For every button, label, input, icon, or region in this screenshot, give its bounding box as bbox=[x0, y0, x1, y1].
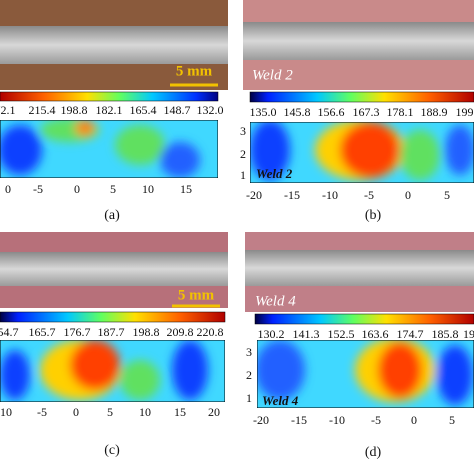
x-tick-label: 5 bbox=[444, 188, 450, 202]
weld-label: Weld 4 bbox=[255, 293, 296, 309]
x-tick-label: -10 bbox=[329, 413, 345, 427]
x-tick-label: 20 bbox=[208, 405, 220, 419]
y-tick-label: 1 bbox=[246, 391, 252, 405]
colorbar-label: 209.8 bbox=[167, 325, 194, 339]
contour-map bbox=[250, 122, 474, 183]
weld-label: Weld 4 bbox=[262, 393, 299, 408]
x-tick-label: 5 bbox=[110, 182, 116, 196]
caption: (d) bbox=[365, 445, 382, 460]
x-tick-label: 15 bbox=[180, 182, 192, 196]
weld-label: Weld 2 bbox=[252, 67, 293, 83]
colorbar-label: 198.8 bbox=[61, 103, 88, 117]
y-tick-label: 3 bbox=[240, 124, 246, 138]
colorbar-label: 187.7 bbox=[98, 325, 125, 339]
colorbar-label: 148.7 bbox=[164, 103, 191, 117]
photo-b bbox=[243, 0, 474, 90]
colorbar-label: 220.8 bbox=[197, 325, 224, 339]
x-tick-label: -20 bbox=[246, 188, 262, 202]
x-tick-label: -5 bbox=[371, 413, 381, 427]
colorbar-label: 141.3 bbox=[293, 327, 320, 341]
scale-bar-label: 5 mm bbox=[178, 287, 215, 303]
contour-map bbox=[257, 340, 474, 408]
colorbar-label: 174.7 bbox=[397, 327, 424, 341]
colorbar-label: 152.5 bbox=[328, 327, 355, 341]
colorbar-label: 215.4 bbox=[29, 103, 56, 117]
x-tick-label: -20 bbox=[253, 413, 269, 427]
colorbar bbox=[254, 313, 474, 325]
colorbar-label: 72.1 bbox=[0, 103, 16, 117]
colorbar-label: 145.8 bbox=[284, 105, 311, 119]
colorbar-label: 165.4 bbox=[130, 103, 157, 117]
weld-label: Weld 2 bbox=[256, 166, 293, 181]
colorbar-label: 130.2 bbox=[258, 327, 285, 341]
photo-d bbox=[245, 232, 474, 312]
colorbar-label: 182.1 bbox=[96, 103, 123, 117]
x-tick-label: -5 bbox=[364, 188, 374, 202]
colorbar-label: 188.9 bbox=[421, 105, 448, 119]
colorbar-label: 165.7 bbox=[29, 325, 56, 339]
x-tick-label: 15 bbox=[174, 405, 186, 419]
x-tick-label: -10 bbox=[322, 188, 338, 202]
colorbar-label: 135.0 bbox=[250, 105, 277, 119]
x-tick-label: 0 bbox=[5, 182, 11, 196]
contour-map bbox=[0, 340, 225, 402]
colorbar-label: 198.8 bbox=[133, 325, 160, 339]
x-tick-label: 10 bbox=[142, 182, 154, 196]
y-tick-label: 1 bbox=[240, 168, 246, 182]
contour-map bbox=[0, 120, 218, 178]
x-tick-label: 0 bbox=[74, 182, 80, 196]
x-tick-label: 10 bbox=[0, 405, 12, 419]
y-tick-label: 2 bbox=[246, 368, 252, 382]
colorbar-label: 156.6 bbox=[318, 105, 345, 119]
colorbar bbox=[0, 91, 219, 102]
colorbar-label: 185.8 bbox=[432, 327, 459, 341]
colorbar-label: 132.0 bbox=[197, 103, 224, 117]
colorbar bbox=[249, 91, 474, 103]
colorbar-label: 167.3 bbox=[353, 105, 380, 119]
caption: (c) bbox=[104, 443, 120, 458]
x-tick-label: 0 bbox=[411, 413, 417, 427]
caption: (a) bbox=[104, 208, 120, 223]
y-tick-label: 3 bbox=[246, 345, 252, 359]
colorbar bbox=[0, 311, 226, 323]
x-tick-label: 0 bbox=[73, 405, 79, 419]
scale-bar-label: 5 mm bbox=[176, 63, 213, 79]
photo-a bbox=[0, 0, 228, 90]
colorbar-label: 163.6 bbox=[362, 327, 389, 341]
colorbar-label: 19 bbox=[463, 327, 474, 341]
x-tick-label: -15 bbox=[291, 413, 307, 427]
x-tick-label: 5 bbox=[449, 413, 455, 427]
x-tick-label: 5 bbox=[107, 405, 113, 419]
colorbar-label: 199. bbox=[456, 105, 474, 119]
x-tick-label: -5 bbox=[37, 405, 47, 419]
colorbar-label: 54.7 bbox=[0, 325, 19, 339]
y-tick-label: 2 bbox=[240, 147, 246, 161]
x-tick-label: -15 bbox=[284, 188, 300, 202]
caption: (b) bbox=[365, 208, 382, 223]
colorbar-label: 176.7 bbox=[64, 325, 91, 339]
colorbar-label: 178.1 bbox=[387, 105, 414, 119]
x-tick-label: 10 bbox=[139, 405, 151, 419]
photo-c bbox=[0, 232, 228, 308]
x-tick-label: 0 bbox=[405, 188, 411, 202]
x-tick-label: -5 bbox=[33, 182, 43, 196]
